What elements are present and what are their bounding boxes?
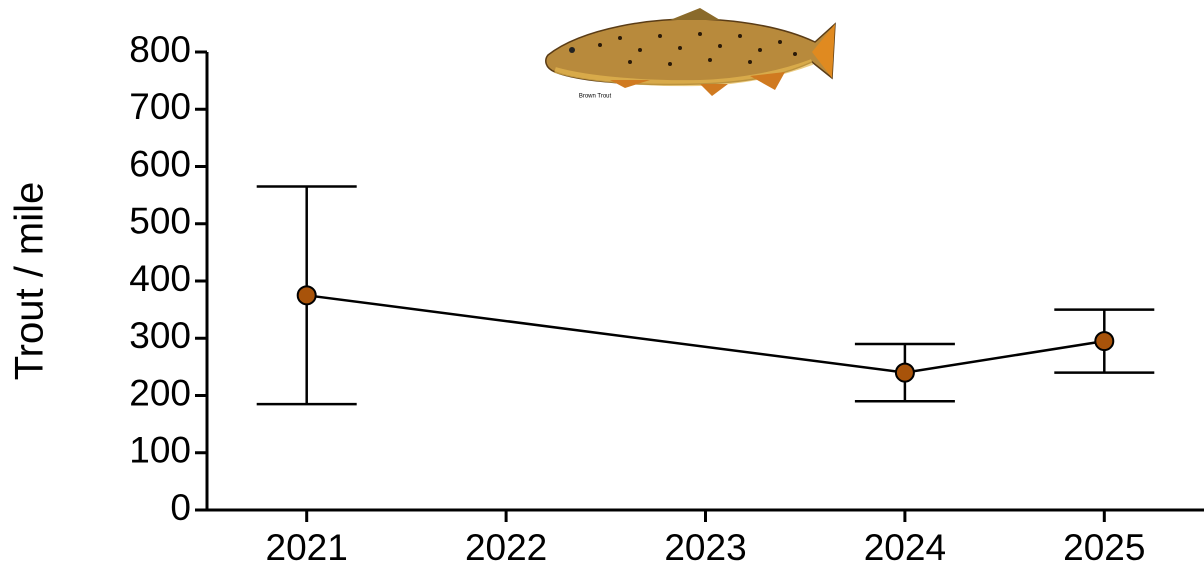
- y-tick-label: 700: [129, 86, 191, 127]
- y-axis-label: Trout / mile: [8, 182, 52, 381]
- y-tick-label: 300: [129, 315, 191, 356]
- x-tick-label: 2025: [1063, 527, 1145, 568]
- y-tick-label: 500: [129, 201, 191, 242]
- y-tick-label: 400: [129, 258, 191, 299]
- y-tick-label: 600: [129, 143, 191, 184]
- x-tick-label: 2023: [664, 527, 746, 568]
- y-tick-label: 800: [129, 29, 191, 70]
- data-point: [894, 362, 915, 383]
- x-tick-label: 2022: [465, 527, 547, 568]
- fish-illustration: Brown Trout: [545, 8, 836, 100]
- data-point: [296, 285, 317, 306]
- y-tick-label: 200: [129, 372, 191, 413]
- y-tick-label: 0: [170, 487, 191, 528]
- x-tick-label: 2024: [864, 527, 946, 568]
- x-tick-label: 2021: [266, 527, 348, 568]
- data-point: [1094, 331, 1115, 352]
- y-tick-label: 100: [129, 430, 191, 471]
- image-caption: Brown Trout: [579, 94, 612, 100]
- data-line: [306, 294, 1105, 374]
